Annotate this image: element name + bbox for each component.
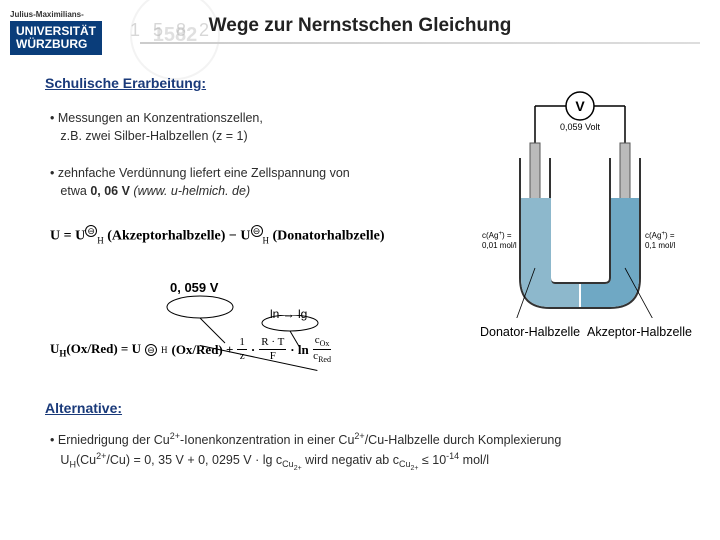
formula-1: U = U⊖H (Akzeptorhalbzelle) − U⊖H (Donat… bbox=[50, 225, 384, 245]
svg-text:0,059 Volt: 0,059 Volt bbox=[560, 122, 601, 132]
annotation-059v: 0, 059 V bbox=[170, 280, 218, 295]
section-heading-2: Alternative: bbox=[45, 400, 122, 416]
bullet-3: • Erniedrigung der Cu2+-Ionenkonzentrati… bbox=[50, 430, 690, 474]
cell-labels: Donator-Halbzelle Akzeptor-Halbzelle bbox=[480, 325, 692, 339]
bullet-2: • zehnfache Verdünnung liefert eine Zell… bbox=[50, 165, 450, 200]
svg-text:V: V bbox=[575, 98, 585, 114]
donator-label: Donator-Halbzelle bbox=[480, 325, 580, 339]
title-underline bbox=[140, 42, 700, 44]
bullet-1: • Messungen an Konzentrationszellen, z.B… bbox=[50, 110, 450, 145]
section-heading-1: Schulische Erarbeitung: bbox=[45, 75, 206, 91]
svg-text:0,1 mol/l: 0,1 mol/l bbox=[645, 241, 675, 250]
formula-2: UH(Ox/Red) = U⊖H(Ox/Red) + 1z · R · TF ·… bbox=[50, 335, 331, 364]
svg-text:c(Ag+) =: c(Ag+) = bbox=[482, 231, 512, 240]
svg-text:0,01 mol/l: 0,01 mol/l bbox=[482, 241, 517, 250]
page-title: Wege zur Nernstschen Gleichung bbox=[0, 15, 720, 37]
slide: 1582 1 5 8 2 Julius-Maximilians- UNIVERS… bbox=[0, 0, 720, 540]
concentration-cell-diagram: V 0,059 Volt c(Ag+) = 0,01 mol/l c(Ag+) … bbox=[480, 88, 685, 318]
akzeptor-label: Akzeptor-Halbzelle bbox=[587, 325, 692, 339]
svg-text:c(Ag+) =: c(Ag+) = bbox=[645, 231, 675, 240]
